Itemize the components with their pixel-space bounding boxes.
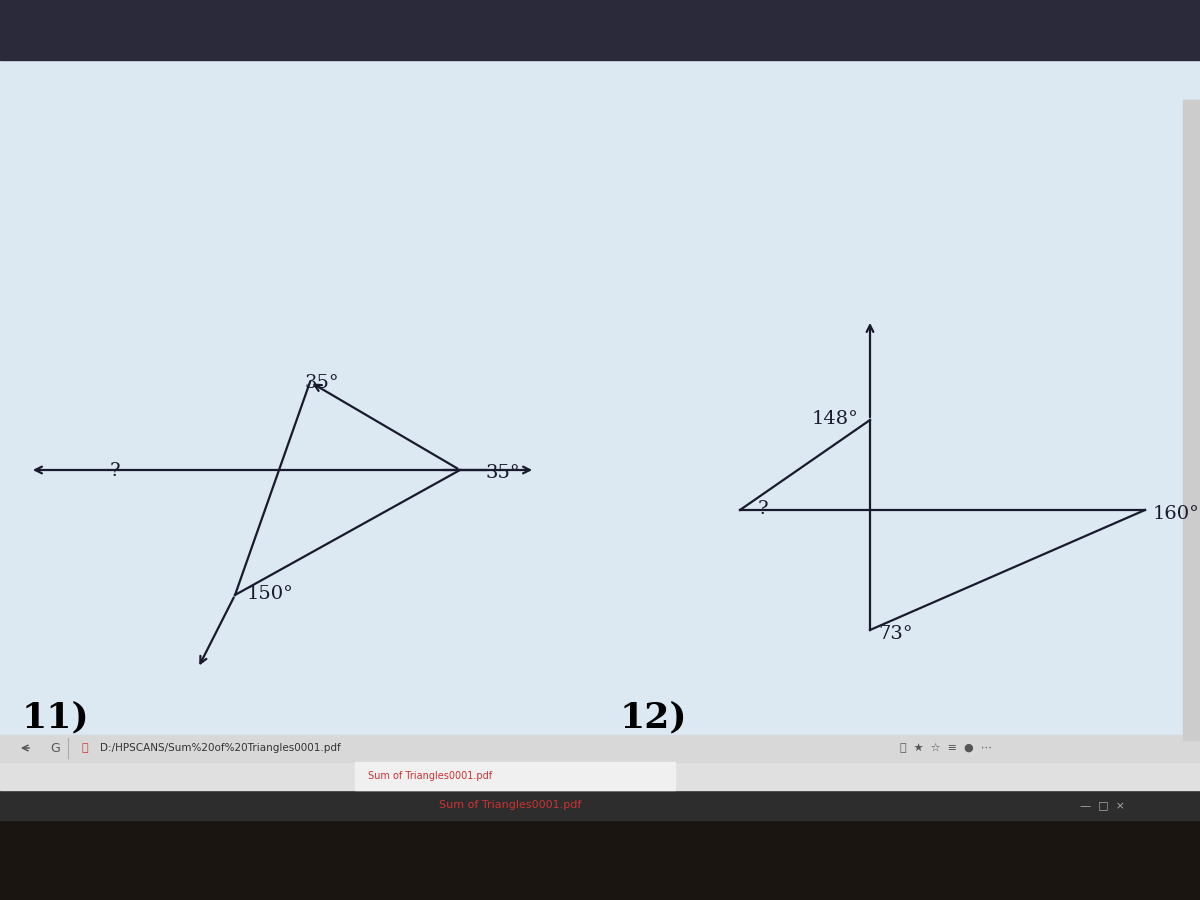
- Text: 73°: 73°: [878, 625, 913, 643]
- Text: Sum of Triangles0001.pdf: Sum of Triangles0001.pdf: [439, 800, 581, 810]
- Bar: [0, 735, 1200, 762]
- Text: 11): 11): [22, 700, 90, 734]
- Text: ?: ?: [758, 500, 769, 518]
- Text: G: G: [50, 742, 60, 754]
- Bar: [355, 762, 674, 790]
- Text: ⎘: ⎘: [82, 743, 89, 753]
- Bar: [0, 60, 1200, 735]
- Text: 35°: 35°: [485, 464, 520, 482]
- Text: ?: ?: [109, 462, 120, 480]
- Text: 35°: 35°: [305, 374, 340, 392]
- Text: 150°: 150°: [247, 585, 294, 603]
- Text: ⌕  ★  ☆  ≡  ●  ⋯: ⌕ ★ ☆ ≡ ● ⋯: [900, 743, 992, 753]
- Text: 160°: 160°: [1153, 505, 1200, 523]
- Text: —  □  ×: — □ ×: [1080, 800, 1126, 810]
- Text: Sum of Triangles0001.pdf: Sum of Triangles0001.pdf: [368, 771, 492, 781]
- Bar: [0, 762, 1200, 790]
- Text: 12): 12): [620, 700, 688, 734]
- Bar: [1183, 100, 1200, 740]
- Bar: [0, 820, 1200, 900]
- Bar: [0, 0, 1200, 60]
- Text: 148°: 148°: [811, 410, 858, 428]
- Text: D:/HPSCANS/Sum%20of%20Triangles0001.pdf: D:/HPSCANS/Sum%20of%20Triangles0001.pdf: [100, 743, 341, 753]
- Bar: [0, 790, 1200, 820]
